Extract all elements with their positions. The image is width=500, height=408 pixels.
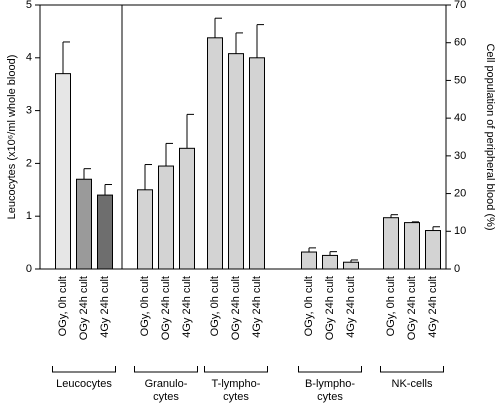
bar (404, 222, 420, 270)
x-tick-label: OGy 24h cult (406, 276, 418, 340)
bar (322, 254, 338, 270)
x-tick-label: 4Gy 24h cult (99, 276, 111, 338)
y2-tick-label: 70 (454, 0, 466, 11)
x-tick-label: OGy, 0h cult (385, 276, 397, 336)
x-tick-label: OGy, 0h cult (303, 276, 315, 336)
y2-tick-label: 10 (454, 225, 466, 237)
y-tick-label: 1 (26, 210, 32, 222)
y-axis-label: Leucocytes (x10⁶/ml whole blood) (6, 55, 18, 220)
group-label: Leucocytes (56, 378, 112, 390)
x-tick-label: OGy 24h cult (324, 276, 336, 340)
group-bracket (134, 366, 198, 373)
bar (343, 261, 359, 270)
x-tick-label: OGy 24h cult (78, 276, 90, 340)
group-label: B-lympho- (305, 378, 355, 390)
bar (55, 73, 71, 270)
y2-tick-label: 40 (454, 112, 466, 124)
x-tick-label: OGy, 0h cult (139, 276, 151, 336)
x-tick-label: OGy 24h cult (230, 276, 242, 340)
y2-tick-label: 20 (454, 187, 466, 199)
y-tick-label: 2 (26, 157, 32, 169)
y-tick-label: 4 (26, 52, 32, 64)
y-tick-label: 0 (26, 263, 32, 275)
x-tick-label: 4Gy 24h cult (181, 276, 193, 338)
group-bracket (380, 366, 444, 373)
y2-axis-label: Cell population of peripheral blood (%) (484, 43, 496, 230)
bar (249, 57, 265, 270)
bar (425, 230, 441, 270)
x-tick-label: OGy 24h cult (160, 276, 172, 340)
bar (137, 189, 153, 270)
group-label: Granulo- (145, 378, 188, 390)
group-bracket (52, 366, 116, 373)
bar (158, 165, 174, 270)
bar (97, 194, 113, 270)
y2-tick-label: 30 (454, 150, 466, 162)
bar (228, 53, 244, 270)
group-bracket (204, 366, 268, 373)
x-tick-label: 4Gy 24h cult (251, 276, 263, 338)
bar (383, 217, 399, 270)
x-tick-label: 4Gy 24h cult (345, 276, 357, 338)
y2-tick-label: 0 (454, 263, 460, 275)
bar (301, 251, 317, 270)
group-label: NK-cells (392, 378, 433, 390)
bar (179, 147, 195, 270)
bar (207, 37, 223, 270)
group-bracket (298, 366, 362, 373)
y2-tick-label: 50 (454, 74, 466, 86)
group-label: cytes (223, 391, 249, 403)
y-tick-label: 3 (26, 105, 32, 117)
y2-tick-label: 60 (454, 37, 466, 49)
bar (76, 178, 92, 270)
y-tick-label: 5 (26, 0, 32, 11)
x-tick-label: OGy, 0h cult (57, 276, 69, 336)
x-tick-label: OGy, 0h cult (209, 276, 221, 336)
group-label: cytes (317, 391, 343, 403)
x-tick-label: 4Gy 24h cult (427, 276, 439, 338)
group-label: cytes (153, 391, 179, 403)
group-label: T-lympho- (212, 378, 261, 390)
